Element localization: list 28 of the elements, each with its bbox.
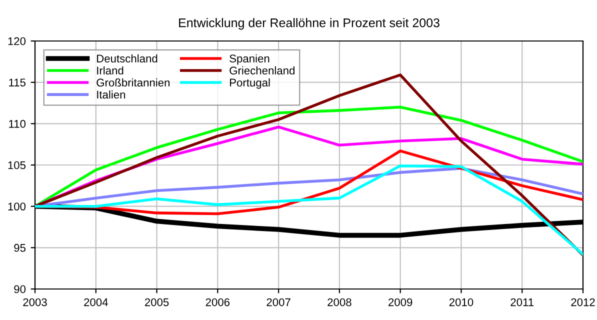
legend-label: Deutschland (97, 54, 158, 62)
legend-label: Portugal (230, 78, 270, 89)
line-series (35, 106, 583, 208)
legend-label: Irland (97, 66, 124, 75)
y-tick-label: 115 (9, 78, 26, 86)
y-tick-label: 100 (8, 202, 26, 210)
line-series (35, 164, 583, 256)
legend-label: Spanien (230, 54, 270, 65)
x-tick-label: 2005 (144, 298, 169, 306)
y-tick-label: 120 (8, 37, 26, 46)
chart-title: Entwicklung der Reallöhne in Prozent seit 2003 (179, 18, 440, 30)
legend-label: Griechenland (230, 66, 294, 75)
x-tick-label: 2006 (206, 298, 230, 306)
line-series (35, 74, 583, 256)
x-tick-label: 2004 (84, 298, 108, 306)
y-tick-label: 105 (8, 161, 26, 170)
y-tick-label: 95 (14, 244, 26, 252)
x-tick-label: 2012 (571, 298, 595, 306)
x-tick-label: 2007 (266, 298, 290, 306)
x-tick-label: 2010 (449, 298, 474, 306)
x-tick-label: 2008 (328, 298, 352, 306)
x-tick-label: 2003 (23, 298, 47, 306)
y-tick-label: 90 (14, 285, 26, 294)
legend-label: Großbritannien (96, 78, 170, 87)
x-tick-label: 2009 (388, 298, 412, 306)
legend-label: Italien (97, 90, 126, 99)
y-tick-label: 110 (9, 120, 26, 128)
x-tick-label: 2011 (510, 298, 534, 306)
